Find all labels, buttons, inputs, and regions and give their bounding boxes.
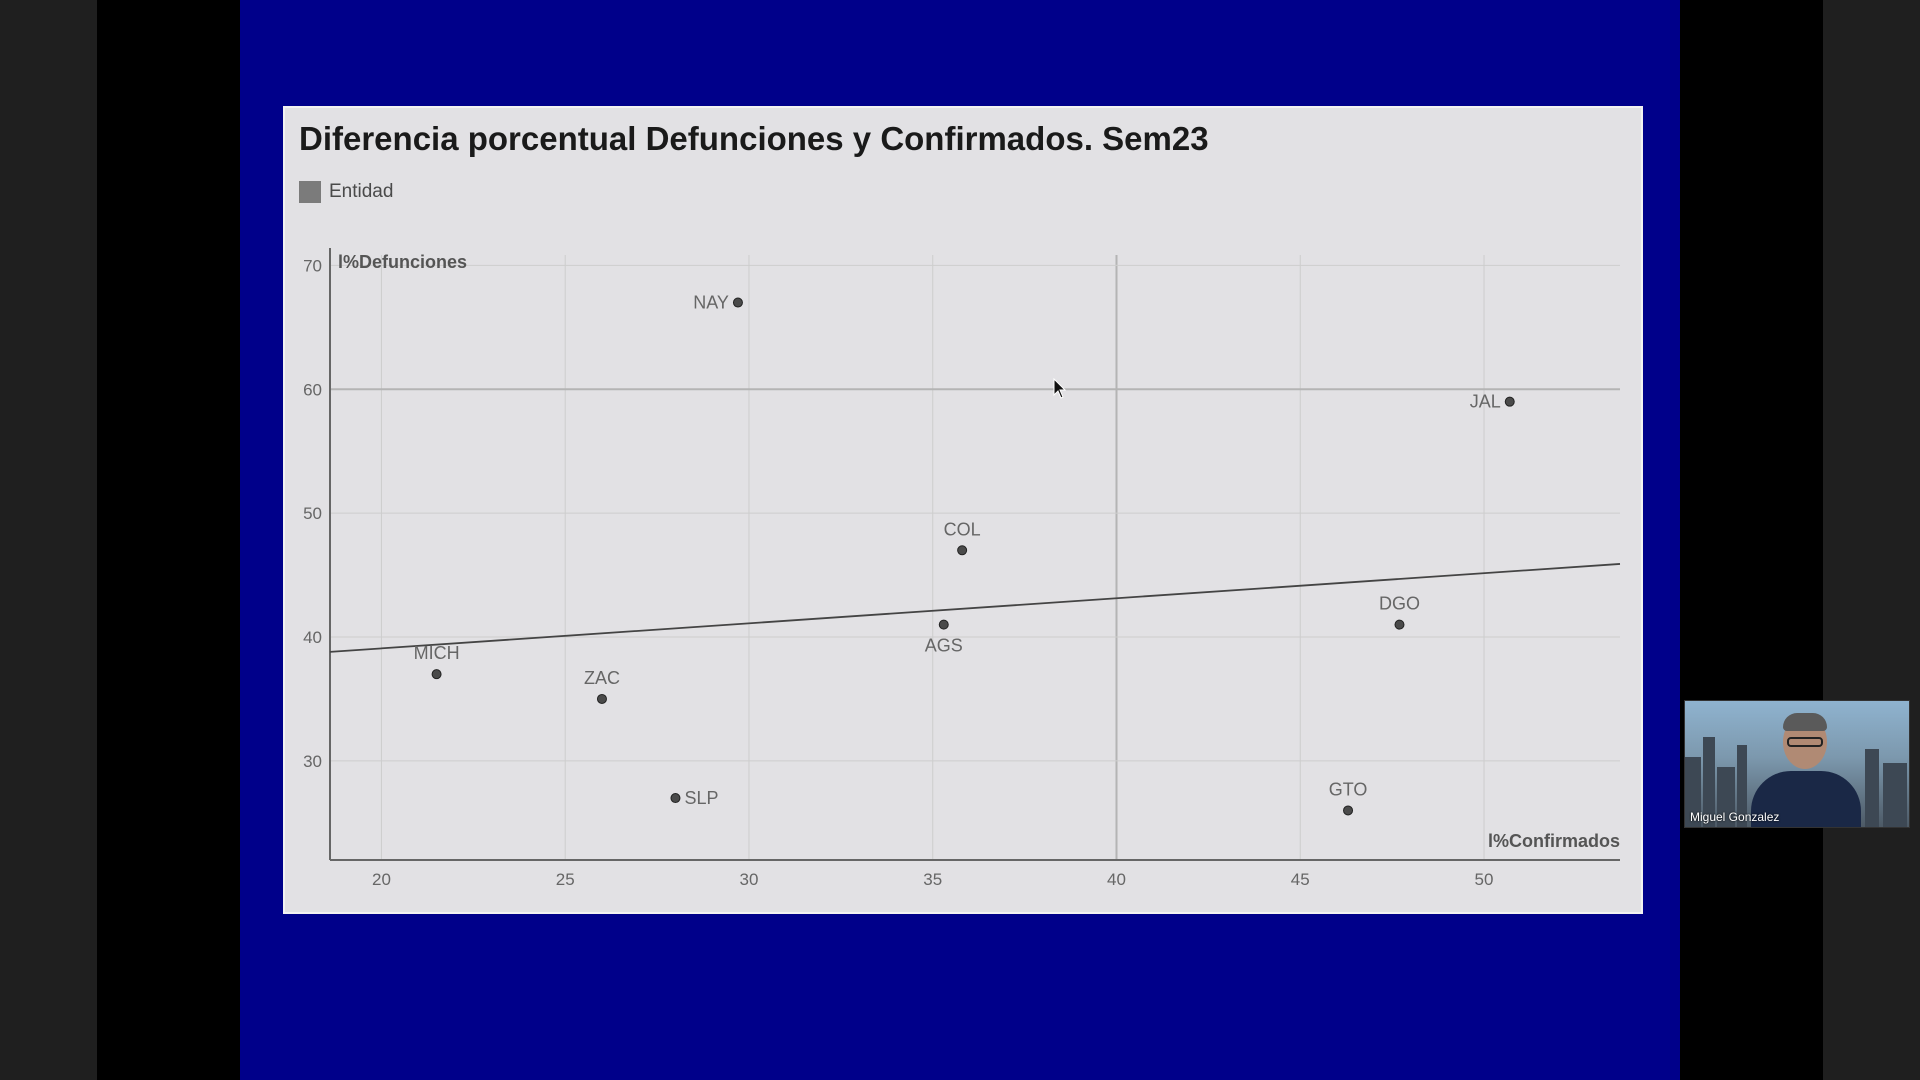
chart-title: Diferencia porcentual Defunciones y Conf…	[299, 120, 1209, 157]
trendline-path	[329, 563, 1621, 653]
data-point	[732, 297, 743, 308]
background-building	[1685, 757, 1701, 827]
legend[interactable]: Entidad	[299, 181, 393, 203]
data-point	[596, 693, 607, 704]
axes	[329, 248, 1620, 861]
x-tick-label: 35	[923, 870, 942, 889]
data-point	[670, 793, 681, 804]
data-label: MICH	[414, 643, 460, 663]
background-building	[1703, 737, 1715, 827]
x-axis-title: l%Confirmados	[1488, 831, 1620, 851]
x-tick-label: 50	[1475, 870, 1494, 889]
data-points: NAY JAL COL AGS DGO MICH ZAC SLP GTO	[414, 293, 1515, 816]
legend-swatch	[299, 181, 321, 203]
data-label: SLP	[684, 788, 718, 808]
y-tick-label: 30	[303, 752, 322, 771]
data-label: JAL	[1470, 392, 1501, 412]
background-building	[1737, 745, 1747, 827]
data-label: NAY	[693, 293, 729, 313]
data-label: AGS	[925, 636, 963, 656]
data-label: COL	[944, 519, 981, 539]
y-tick-label: 50	[303, 504, 322, 523]
y-axis-title: l%Defunciones	[338, 252, 467, 272]
grid-lines	[330, 255, 1620, 860]
x-tick-label: 20	[372, 870, 391, 889]
scatter-chart: 20 25 30 35 40 45 50 30 40 50 60 70 NAY JAL COL AGS DGO…	[303, 248, 1621, 889]
data-point	[1504, 396, 1515, 407]
trendline	[329, 563, 1621, 653]
y-tick-label: 40	[303, 628, 322, 647]
x-tick-label: 40	[1107, 870, 1126, 889]
mouse-pointer-icon	[1053, 378, 1067, 399]
x-tick-label: 25	[556, 870, 575, 889]
x-tick-label: 45	[1291, 870, 1310, 889]
y-tick-label: 70	[303, 256, 322, 275]
data-point	[938, 619, 949, 630]
x-tick-label: 30	[740, 870, 759, 889]
glasses-icon	[1787, 737, 1823, 747]
legend-label: Entidad	[329, 181, 394, 202]
data-label: DGO	[1379, 594, 1420, 614]
participant-video-tile[interactable]: Miguel Gonzalez	[1684, 700, 1910, 828]
chart-card: 20 25 30 35 40 45 50 30 40 50 60 70 NAY JAL COL AGS DGO…	[283, 106, 1643, 914]
data-label: GTO	[1329, 779, 1368, 799]
participant-name: Miguel Gonzalez	[1690, 810, 1780, 824]
data-point	[1343, 805, 1354, 816]
data-point	[1394, 619, 1405, 630]
data-point	[431, 669, 442, 680]
participant-hair	[1783, 713, 1827, 731]
data-point	[957, 545, 968, 556]
background-building	[1717, 767, 1735, 827]
background-building	[1865, 749, 1879, 827]
y-tick-label: 60	[303, 380, 322, 399]
participant-body	[1751, 771, 1861, 827]
background-building	[1883, 763, 1907, 827]
tick-labels: 20 25 30 35 40 45 50 30 40 50 60 70	[303, 256, 1493, 889]
data-label: ZAC	[584, 668, 620, 688]
